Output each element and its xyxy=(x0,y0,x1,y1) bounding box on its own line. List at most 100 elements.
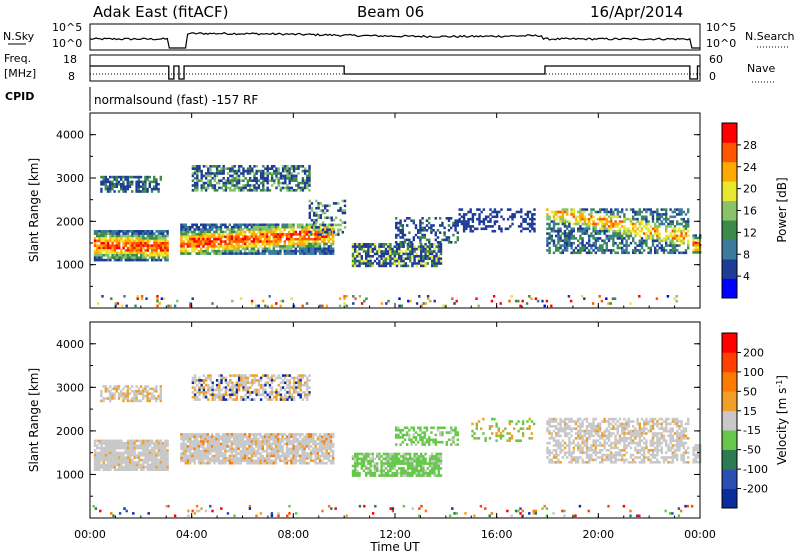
scatter-cell xyxy=(517,225,521,228)
scatter-cell xyxy=(380,252,383,256)
scatter-cell xyxy=(299,374,302,377)
scatter-cell xyxy=(310,209,314,212)
scatter-cell xyxy=(213,435,216,439)
scatter-cell xyxy=(378,247,381,251)
scatter-cell xyxy=(275,395,278,399)
scatter-cell xyxy=(645,220,648,223)
scatter-cell xyxy=(665,225,668,228)
scatter-cell xyxy=(133,258,136,262)
scatter-cell xyxy=(601,246,604,250)
scatter-cell xyxy=(426,245,429,248)
scatter-cell xyxy=(109,187,112,191)
scatter-cell xyxy=(208,233,212,236)
scatter-cell xyxy=(290,174,294,178)
scatter-cell xyxy=(197,252,201,255)
scatter-cell xyxy=(651,213,655,216)
scatter-cell xyxy=(270,179,274,182)
scatter-cell xyxy=(283,247,286,251)
scatter-cell xyxy=(98,468,101,471)
scatter-cell xyxy=(318,457,322,460)
scatter-cell xyxy=(207,391,210,394)
scatter-cell xyxy=(277,223,280,227)
scatter-cell xyxy=(621,241,624,245)
scatter-cell xyxy=(189,440,192,443)
scatter-cell xyxy=(120,249,123,252)
scatter-cell xyxy=(579,246,582,250)
scatter-cell xyxy=(193,374,197,377)
scatter-cell xyxy=(198,169,201,173)
scatter-cell xyxy=(283,240,286,243)
scatter-cell xyxy=(270,379,274,382)
scatter-cell xyxy=(240,379,243,382)
scatter-cell xyxy=(601,222,604,226)
scatter-cell xyxy=(184,223,187,227)
scatter-cell xyxy=(129,456,132,459)
scatter-cell xyxy=(315,226,318,229)
scatter-cell xyxy=(627,234,630,238)
scatter-cell xyxy=(137,183,140,186)
scatter-cell xyxy=(162,230,165,233)
scatter-cell xyxy=(241,228,245,231)
scatter-cell xyxy=(263,230,267,234)
scatter-cell xyxy=(439,250,443,253)
scatter-cell xyxy=(137,387,140,391)
scatter-cell xyxy=(358,471,361,475)
scatter-cell xyxy=(351,457,355,461)
scatter-cell xyxy=(142,258,145,262)
scatter-cell xyxy=(430,231,433,234)
scatter-cell xyxy=(559,246,562,250)
scatter-cell xyxy=(244,376,247,380)
scatter-cell xyxy=(109,232,112,235)
scatter-cell xyxy=(257,184,261,187)
scatter-cell xyxy=(307,437,311,441)
scatter-cell xyxy=(215,395,219,399)
scatter-cell xyxy=(230,237,234,241)
scatter-cell xyxy=(594,244,597,247)
scatter-cell xyxy=(126,175,129,179)
scatter-cell xyxy=(120,466,123,469)
scatter-cell xyxy=(193,379,197,382)
scatter-cell xyxy=(356,243,359,246)
scatter-cell xyxy=(614,215,617,219)
scatter-cell xyxy=(126,242,130,245)
scatter-cell xyxy=(193,242,196,246)
scatter-cell xyxy=(151,468,154,471)
scatter-cell xyxy=(182,435,185,439)
scatter-cell xyxy=(118,256,121,259)
scatter-cell xyxy=(312,442,315,446)
scatter-cell xyxy=(120,446,123,450)
scatter-cell xyxy=(266,447,269,451)
scatter-cell xyxy=(230,252,234,255)
scatter-cell xyxy=(164,458,167,462)
scatter-cell xyxy=(555,244,558,247)
scatter-cell xyxy=(288,447,291,451)
scatter-cell xyxy=(266,249,269,253)
scatter-cell xyxy=(599,232,602,235)
scatter-cell xyxy=(568,234,571,238)
scatter-cell xyxy=(662,251,666,255)
scatter-cell xyxy=(196,398,199,401)
scatter-cell xyxy=(273,169,276,173)
scatter-cell xyxy=(594,232,597,235)
scatter-cell xyxy=(684,213,688,216)
scatter-cell xyxy=(220,393,223,397)
scatter-cell xyxy=(614,241,617,245)
scatter-cell xyxy=(312,449,315,453)
scatter-cell xyxy=(559,244,562,247)
scatter-cell xyxy=(261,447,264,451)
scatter-cell xyxy=(166,242,169,245)
scatter-cell xyxy=(129,466,132,469)
scatter-cell xyxy=(297,167,300,170)
scatter-cell xyxy=(303,186,307,190)
scatter-cell xyxy=(603,222,606,226)
scatter-cell xyxy=(577,244,580,247)
scatter-cell xyxy=(378,245,381,248)
scatter-cell xyxy=(131,244,134,247)
scatter-cell xyxy=(257,393,261,397)
scatter-cell xyxy=(647,246,650,250)
scatter-cell xyxy=(211,454,214,458)
scatter-cell xyxy=(131,442,134,445)
scatter-cell xyxy=(242,398,245,401)
scatter-cell xyxy=(122,185,125,188)
scatter-cell xyxy=(153,449,156,452)
